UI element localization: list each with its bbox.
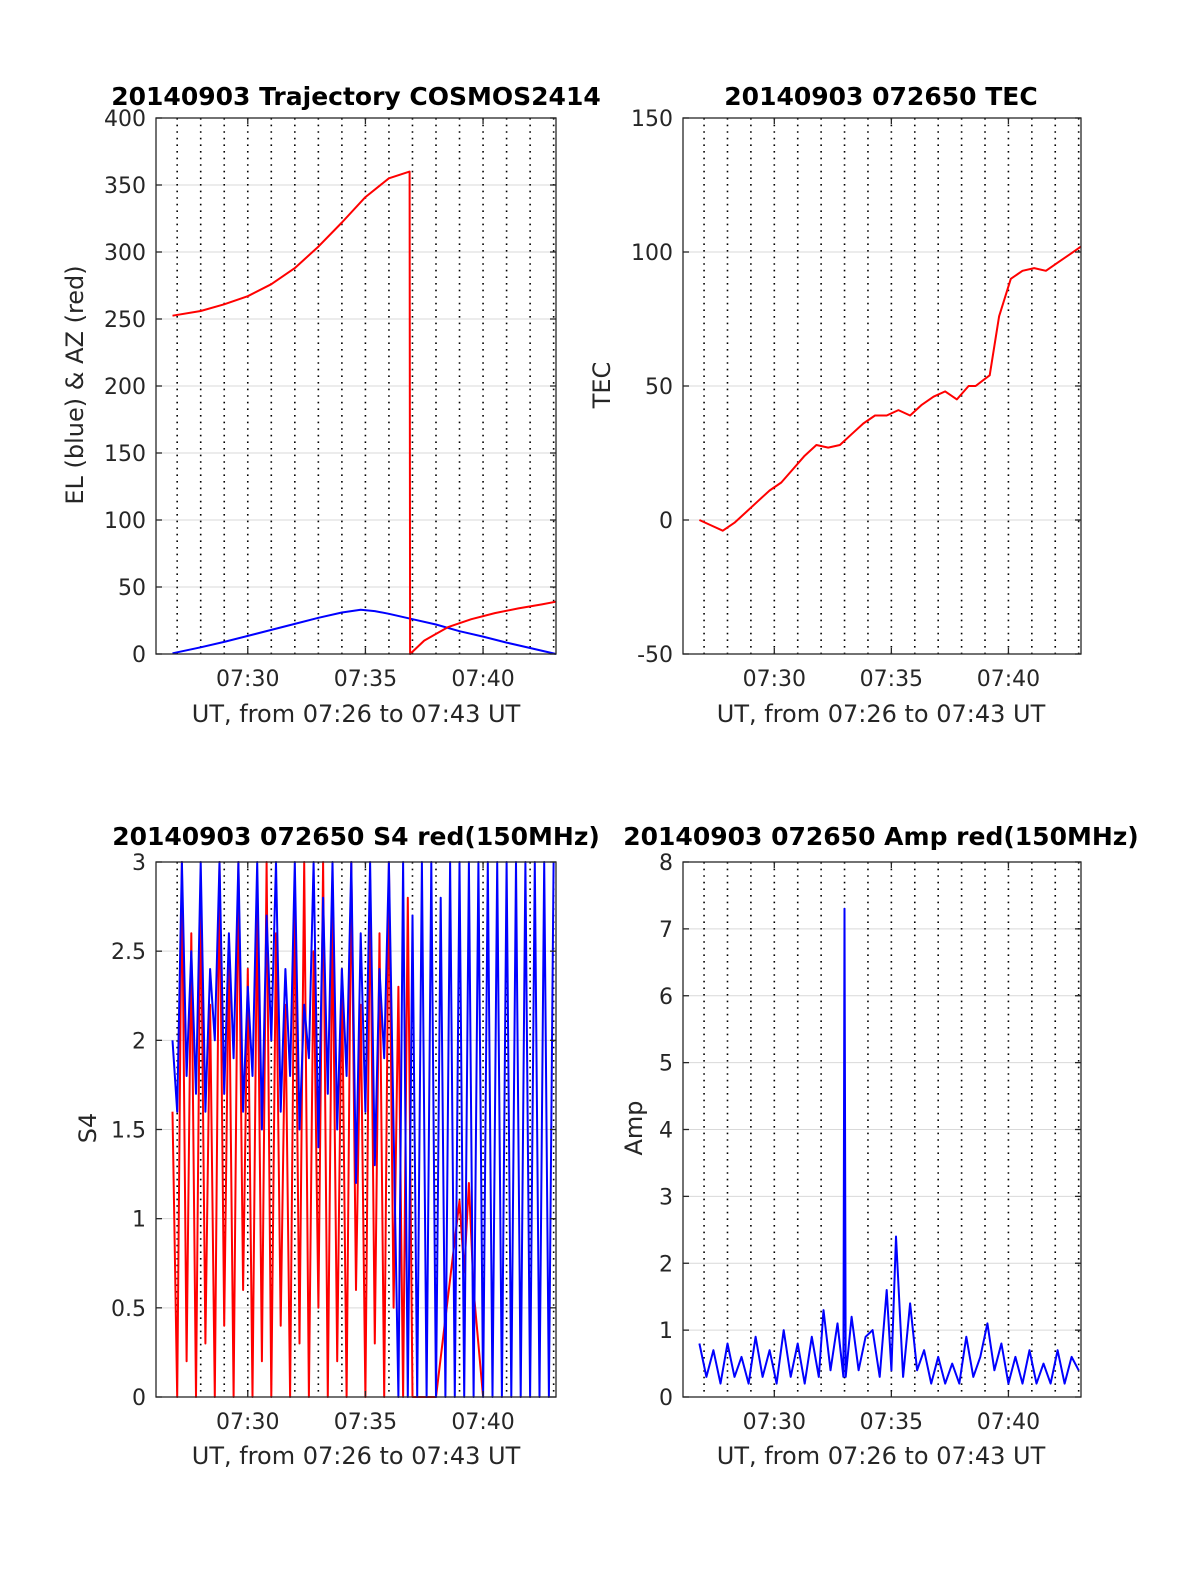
ytick-label: 3 [659,1185,673,1210]
amp-panel: 20140903 072650 Amp red(150MHz) Amp UT, … [620,822,1139,1470]
ytick-label: 150 [631,107,673,132]
series-line-1 [171,861,485,1398]
xtick-label: 07:35 [860,1410,923,1435]
xtick-label: 07:35 [334,1410,397,1435]
xtick-label: 07:30 [216,667,279,692]
ytick-label: 3 [132,851,146,876]
trajectory-title: 20140903 Trajectory COSMOS2414 [111,82,601,111]
trajectory-panel: 20140903 Trajectory COSMOS2414 EL (blue)… [61,82,601,728]
ytick-label: 150 [104,442,146,467]
ytick-label: 1.5 [111,1119,146,1144]
ytick-label: 100 [104,509,146,534]
ytick-label: 0 [132,1386,146,1411]
trajectory-ylabel: EL (blue) & AZ (red) [61,265,89,504]
ytick-label: 1 [659,1319,673,1344]
series-line-1 [698,245,1082,532]
ytick-label: 350 [104,174,146,199]
ytick-label: 2.5 [111,940,146,965]
ytick-label: 5 [659,1052,673,1077]
s4-xlabel: UT, from 07:26 to 07:43 UT [192,1442,521,1470]
s4-title: 20140903 072650 S4 red(150MHz) [112,822,600,851]
series-line-1 [698,907,1080,1385]
tec-title: 20140903 072650 TEC [724,82,1037,111]
xtick-label: 07:30 [743,1410,806,1435]
xtick-label: 07:40 [977,1410,1040,1435]
xtick-label: 07:40 [451,1410,514,1435]
xtick-label: 07:40 [451,667,514,692]
trajectory-xlabel: UT, from 07:26 to 07:43 UT [192,700,521,728]
ytick-label: 0.5 [111,1297,146,1322]
xtick-label: 07:30 [216,1410,279,1435]
trajectory-plot-area: 0 50 100 150 200 250 300 350 400 07:30 07:35 07:40 [104,107,557,692]
tec-xlabel: UT, from 07:26 to 07:43 UT [717,700,1046,728]
ytick-label: 400 [104,107,146,132]
ytick-label: 1 [132,1208,146,1233]
amp-xlabel: UT, from 07:26 to 07:43 UT [717,1442,1046,1470]
ytick-label: -50 [637,643,673,668]
ytick-label: 50 [118,576,146,601]
ytick-label: 7 [659,918,673,943]
ytick-label: 6 [659,985,673,1010]
ytick-label: 2 [132,1029,146,1054]
amp-ylabel: Amp [620,1100,648,1155]
tec-plot-area: -50 0 50 100 150 07:30 07:35 07:40 [631,107,1082,692]
ytick-label: 0 [659,1386,673,1411]
s4-ylabel: S4 [74,1113,102,1144]
tec-ylabel: TEC [588,362,616,410]
amp-plot-area: 0 1 2 3 4 5 6 7 8 07:30 07:35 07:40 [659,851,1082,1435]
xtick-label: 07:35 [334,667,397,692]
ytick-label: 50 [645,375,673,400]
s4-panel: 20140903 072650 S4 red(150MHz) S4 UT, fr… [74,822,600,1470]
ytick-label: 250 [104,308,146,333]
ytick-label: 200 [104,375,146,400]
series-line-1 [172,608,557,655]
tec-panel: 20140903 072650 TEC TEC UT, from 07:26 t… [588,82,1082,728]
series-line-2 [171,861,555,1398]
ytick-label: 0 [659,509,673,534]
series-line-2 [172,170,557,655]
s4-plot-area: 0 0.5 1 1.5 2 2.5 3 07:30 07:35 07:40 [111,851,557,1435]
ytick-label: 0 [132,643,146,668]
ytick-label: 100 [631,241,673,266]
ytick-label: 8 [659,851,673,876]
xtick-label: 07:40 [977,667,1040,692]
xtick-label: 07:35 [860,667,923,692]
ytick-label: 4 [659,1119,673,1144]
ytick-label: 2 [659,1252,673,1277]
ytick-label: 300 [104,241,146,266]
amp-title: 20140903 072650 Amp red(150MHz) [623,822,1139,851]
xtick-label: 07:30 [743,667,806,692]
